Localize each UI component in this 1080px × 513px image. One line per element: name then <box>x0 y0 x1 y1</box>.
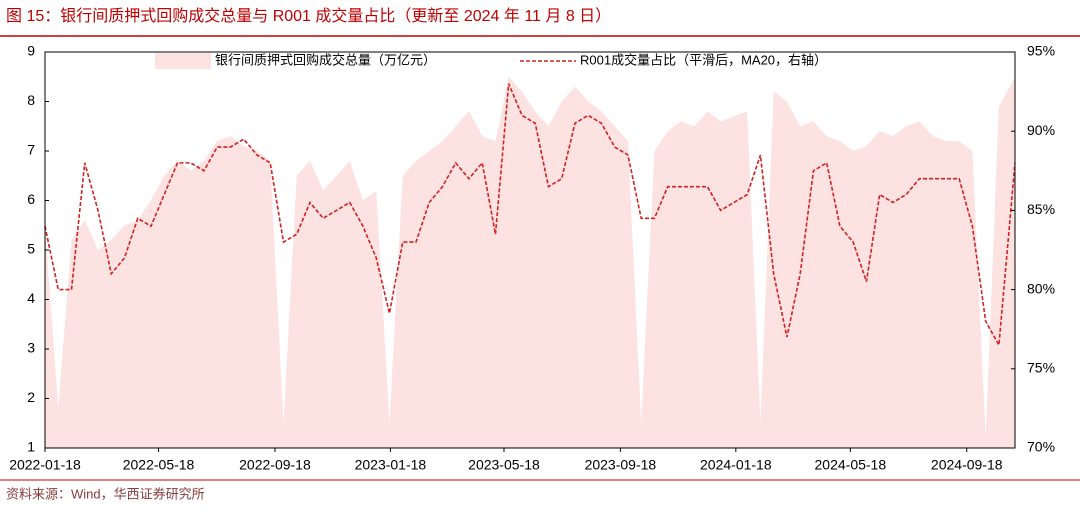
legend-swatch <box>155 53 211 69</box>
y2-tick-label: 75% <box>1027 360 1055 376</box>
x-tick-label: 2023-09-18 <box>585 457 657 473</box>
y-tick-label: 1 <box>27 439 35 455</box>
x-tick-label: 2023-05-18 <box>468 457 540 473</box>
y2-tick-label: 90% <box>1027 122 1055 138</box>
line <box>44 83 1016 348</box>
y-tick-label: 9 <box>27 43 35 59</box>
x-tick-label: 2022-05-18 <box>123 457 195 473</box>
y-tick-label: 3 <box>27 340 35 356</box>
source: 资料来源：Wind，华西证券研究所 <box>6 486 205 501</box>
chart-title: 图 15：银行间质押式回购成交总量与 R001 成交量占比（更新至 2024 年… <box>6 7 611 25</box>
x-tick-label: 2024-09-18 <box>931 457 1003 473</box>
legend-label: 银行间质押式回购成交总量（万亿元） <box>215 52 436 67</box>
y2-tick-label: 70% <box>1027 439 1055 455</box>
y-tick-label: 8 <box>27 92 35 108</box>
y-tick-label: 7 <box>27 142 35 158</box>
x-tick-label: 2023-01-18 <box>355 457 427 473</box>
x-tick-label: 2022-09-18 <box>239 457 311 473</box>
x-tick-label: 2024-01-18 <box>700 457 772 473</box>
x-tick-label: 2024-05-18 <box>815 457 887 473</box>
y-tick-label: 5 <box>27 241 35 257</box>
y2-tick-label: 85% <box>1027 201 1055 217</box>
y2-tick-label: 80% <box>1027 280 1055 296</box>
y-tick-label: 2 <box>27 389 35 405</box>
x-tick-label: 2022-01-18 <box>9 457 81 473</box>
area <box>45 76 1015 448</box>
legend-label: R001成交量占比（平滑后，MA20，右轴） <box>580 52 827 67</box>
y-tick-label: 6 <box>27 191 35 207</box>
y2-tick-label: 95% <box>1027 43 1055 59</box>
y-tick-label: 4 <box>27 290 35 306</box>
